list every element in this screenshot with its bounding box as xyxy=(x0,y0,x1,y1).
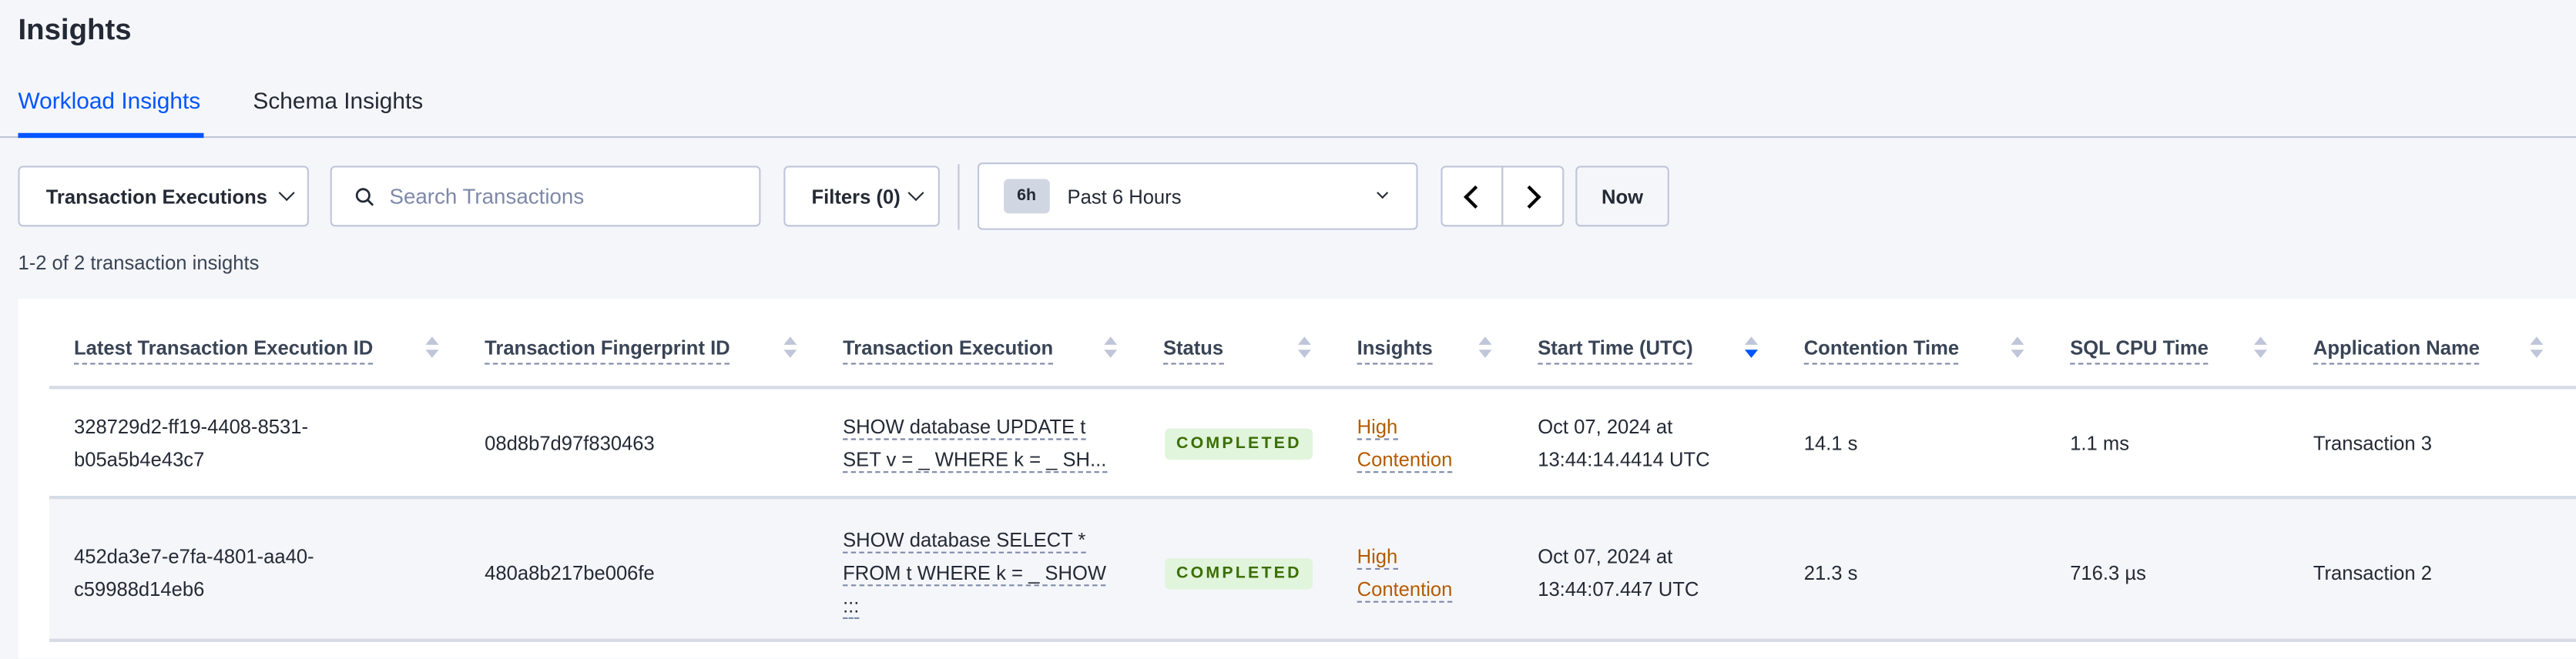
insight-link[interactable]: High Contention xyxy=(1357,540,1453,606)
chevron-left-icon xyxy=(1464,184,1488,208)
fingerprint-id[interactable]: 480a8b217be006fe xyxy=(485,561,655,585)
contention-time: 21.3 s xyxy=(1803,561,1858,585)
chevron-down-icon xyxy=(1377,187,1389,199)
start-time: Oct 07, 2024 at 13:44:14.4414 UTC xyxy=(1538,415,1710,472)
chevron-down-icon xyxy=(277,185,295,202)
sort-icon[interactable] xyxy=(425,336,439,360)
insight-link[interactable]: High Contention xyxy=(1357,410,1453,476)
search-icon xyxy=(355,187,374,206)
column-header-execution-id[interactable]: Latest Transaction Execution ID xyxy=(73,336,374,365)
row-divider xyxy=(49,496,2576,500)
transaction-query[interactable]: SHOW database SELECT * FROM t WHERE k = _… xyxy=(843,524,1107,622)
column-header-start-time[interactable]: Start Time (UTC) xyxy=(1538,336,1693,365)
search-placeholder: Search Transactions xyxy=(389,183,585,209)
column-header-sql-cpu-time[interactable]: SQL CPU Time xyxy=(2070,336,2209,365)
sort-icon[interactable] xyxy=(2011,336,2024,360)
column-header-status[interactable]: Status xyxy=(1162,336,1224,365)
contention-time: 14.1 s xyxy=(1803,431,1858,455)
application-name: Transaction 2 xyxy=(2313,561,2432,585)
application-name: Transaction 3 xyxy=(2313,431,2432,455)
column-header-fingerprint-id[interactable]: Transaction Fingerprint ID xyxy=(485,336,730,365)
tab-workload-insights[interactable]: Workload Insights xyxy=(18,87,201,114)
sort-descending-icon[interactable] xyxy=(1744,336,1758,360)
filters-label: Filters (0) xyxy=(811,184,901,208)
now-button[interactable]: Now xyxy=(1575,166,1669,227)
time-range-badge: 6h xyxy=(1004,179,1050,214)
sort-icon[interactable] xyxy=(1297,336,1311,360)
row-divider xyxy=(49,386,2576,390)
view-select-label: Transaction Executions xyxy=(45,184,268,208)
tab-schema-insights[interactable]: Schema Insights xyxy=(253,87,424,114)
sort-icon[interactable] xyxy=(1104,336,1118,360)
start-time: Oct 07, 2024 at 13:44:07.447 UTC xyxy=(1538,545,1699,601)
sort-icon[interactable] xyxy=(783,336,797,360)
column-header-insights[interactable]: Insights xyxy=(1357,336,1433,365)
row-divider xyxy=(49,638,2576,642)
sql-cpu-time: 716.3 µs xyxy=(2070,561,2146,585)
sort-icon[interactable] xyxy=(2254,336,2268,360)
search-input[interactable]: Search Transactions xyxy=(330,166,761,227)
time-range-label: Past 6 Hours xyxy=(1067,184,1182,208)
execution-id-link[interactable]: 452da3e7-e7fa-4801-aa40- c59988d14eb6 xyxy=(73,545,314,601)
transaction-query[interactable]: SHOW database UPDATE t SET v = _ WHERE k … xyxy=(843,410,1107,476)
chevron-right-icon xyxy=(1518,184,1541,208)
toolbar-divider xyxy=(958,164,960,230)
execution-id-link[interactable]: 328729d2-ff19-4408-8531- b05a5b4e43c7 xyxy=(73,415,309,472)
chevron-down-icon xyxy=(907,185,924,202)
view-select[interactable]: Transaction Executions xyxy=(18,166,309,227)
column-header-contention-time[interactable]: Contention Time xyxy=(1803,336,1960,365)
active-tab-indicator xyxy=(18,132,204,139)
tab-divider xyxy=(0,136,2576,139)
sql-cpu-time: 1.1 ms xyxy=(2070,431,2130,455)
filters-button[interactable]: Filters (0) xyxy=(783,166,940,227)
column-header-application-name[interactable]: Application Name xyxy=(2313,336,2480,365)
status-badge: COMPLETED xyxy=(1165,427,1313,460)
page-title: Insights xyxy=(18,13,132,46)
result-count: 1-2 of 2 transaction insights xyxy=(18,251,260,275)
previous-time-button[interactable] xyxy=(1441,166,1504,227)
time-range-select[interactable]: 6h Past 6 Hours xyxy=(977,162,1418,230)
next-time-button[interactable] xyxy=(1501,166,1565,227)
fingerprint-id[interactable]: 08d8b7d97f830463 xyxy=(485,431,655,455)
sort-icon[interactable] xyxy=(1478,336,1492,360)
column-header-transaction-execution[interactable]: Transaction Execution xyxy=(843,336,1054,365)
status-badge: COMPLETED xyxy=(1165,557,1313,590)
sort-icon[interactable] xyxy=(2530,336,2544,360)
